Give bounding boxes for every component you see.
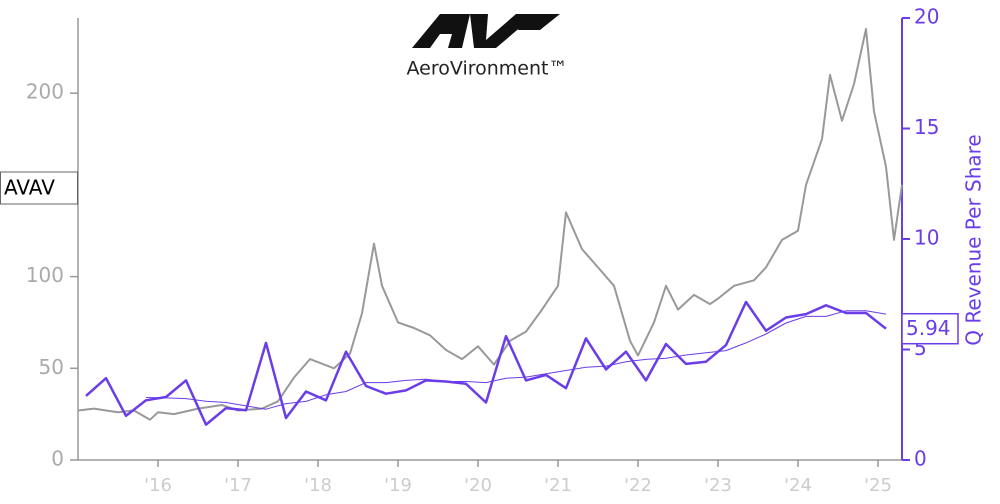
x-tick-label: '16: [144, 475, 172, 496]
y-tick-label: 50: [39, 355, 64, 379]
series-label-box: [0, 171, 78, 205]
y-tick-label: 100: [26, 263, 64, 287]
series-line: [85, 300, 887, 426]
y2-tick-label: 0: [914, 447, 927, 471]
last-value-box: [901, 312, 959, 345]
y2-tick-label: 15: [914, 115, 939, 139]
logo: [412, 14, 560, 48]
x-tick-label: '22: [624, 475, 652, 496]
x-tick-label: '19: [384, 475, 412, 496]
x-tick-label: '17: [224, 475, 252, 496]
y2-tick-label: 20: [914, 5, 939, 29]
series-label: AVAV: [4, 176, 55, 200]
x-tick-label: '23: [704, 475, 732, 496]
y-tick-label: 0: [51, 447, 64, 471]
logo-text: AeroVironment™: [407, 58, 568, 80]
series-line: [77, 28, 903, 421]
y2-tick-label: 10: [914, 226, 939, 250]
y2-axis-label: Q Revenue Per Share: [962, 134, 986, 346]
y-tick-label: 200: [26, 80, 64, 104]
x-tick-label: '21: [544, 475, 572, 496]
x-tick-label: '24: [784, 475, 812, 496]
x-tick-label: '20: [464, 475, 492, 496]
x-tick-label: '18: [304, 475, 332, 496]
series-line: [145, 310, 887, 410]
last-value-label: 5.94: [906, 316, 951, 340]
x-tick-label: '25: [864, 475, 892, 496]
